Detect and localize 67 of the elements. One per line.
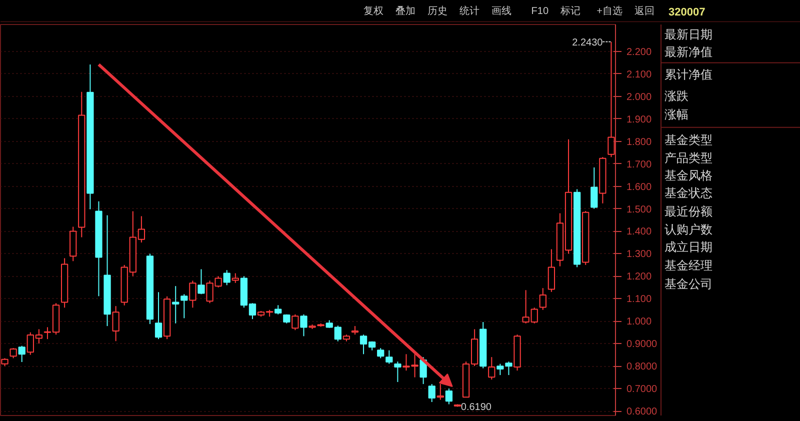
- candlestick: [18, 345, 26, 363]
- candlestick: [386, 350, 393, 364]
- y-tick-label: 1.700: [626, 159, 652, 170]
- text: 标记: [560, 5, 580, 17]
- text: 累计净值: [664, 67, 712, 82]
- y-tick-label: 1.400: [626, 226, 652, 238]
- candlestick: [548, 248, 556, 292]
- y-tick-label: 0.7000: [626, 384, 658, 396]
- candlestick: [488, 356, 496, 380]
- y-tick-label: 1.800: [626, 136, 652, 148]
- candlestick: [377, 348, 384, 359]
- text: 基金风格: [664, 168, 712, 182]
- candlestick: [112, 306, 120, 342]
- text: 320007: [668, 6, 706, 18]
- y-tick-label: 1.300: [626, 249, 652, 260]
- annotation: 0.6190: [460, 402, 492, 414]
- candlestick: [172, 286, 180, 324]
- y-tick-label: 1.200: [626, 272, 652, 283]
- text: 成立日期: [664, 240, 712, 254]
- text: 涨跌: [664, 89, 688, 104]
- text: 叠加: [396, 5, 416, 17]
- text: 基金类型: [664, 133, 712, 148]
- candlestick: [198, 268, 205, 295]
- y-tick-label: 0.9000: [626, 339, 658, 350]
- candlestick: [154, 292, 162, 340]
- text: 涨幅: [664, 108, 688, 122]
- candlestick: [180, 294, 188, 319]
- candlestick: [608, 41, 615, 158]
- y-tick-label: 0.8000: [626, 362, 658, 373]
- text: 认购户数: [664, 222, 712, 236]
- text: +自选: [596, 5, 623, 17]
- text: 统计: [460, 5, 480, 17]
- y-tick-label: 2.200: [626, 46, 652, 58]
- text: F10: [531, 6, 549, 17]
- y-tick-label: 2.100: [626, 69, 652, 80]
- text: 产品类型: [664, 150, 712, 165]
- candlestick: [539, 288, 546, 310]
- candlestick: [300, 314, 308, 337]
- y-tick-label: 1.500: [626, 204, 652, 216]
- candlestick: [274, 304, 282, 315]
- y-tick-label: 1.900: [626, 114, 652, 126]
- candlestick: [436, 384, 444, 400]
- candlestick: [292, 314, 299, 331]
- y-tick-label: 1.000: [626, 316, 652, 328]
- candlestick: [189, 280, 196, 308]
- candlestick: [394, 361, 402, 383]
- candlestick: [232, 272, 239, 284]
- text: 历史: [428, 5, 448, 17]
- text: 画线: [492, 5, 512, 17]
- y-tick-label: 1.100: [626, 294, 652, 306]
- text: 最新日期: [664, 27, 712, 42]
- text: 基金经理: [664, 258, 712, 273]
- text: 基金状态: [664, 186, 712, 200]
- text: 返回: [634, 5, 654, 17]
- candlestick: [10, 348, 17, 359]
- y-tick-label: 2.000: [626, 92, 652, 103]
- candlestick: [445, 388, 453, 405]
- y-tick-label: 0.6000: [626, 406, 658, 418]
- text: 基金公司: [664, 277, 712, 292]
- text: 最新净值: [664, 44, 712, 59]
- annotation: 2.2430: [572, 37, 604, 48]
- text: 最近份额: [664, 204, 712, 219]
- candlestick: [590, 166, 598, 210]
- text: 复权: [364, 5, 384, 17]
- candlestick: [223, 270, 230, 286]
- candlestick: [428, 384, 436, 403]
- y-tick-label: 1.600: [626, 182, 652, 193]
